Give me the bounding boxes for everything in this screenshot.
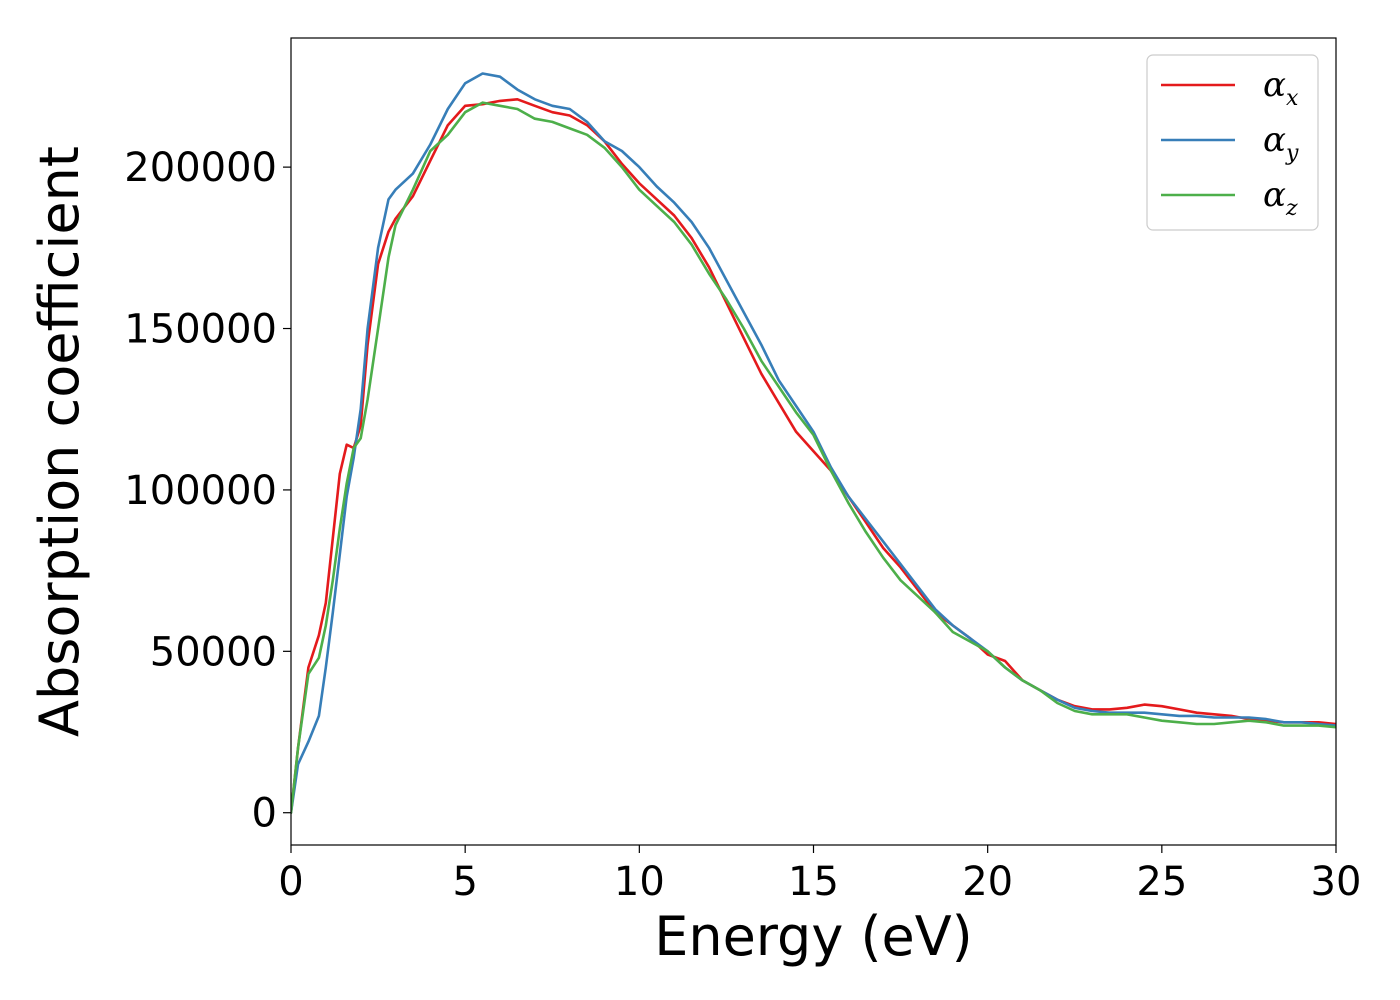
x-tick-label: 25 — [1136, 859, 1187, 905]
legend-label-x: αx — [1263, 65, 1299, 111]
y-tick-label: 0 — [252, 791, 277, 837]
x-axis-label: Energy (eV) — [654, 905, 973, 968]
x-tick-label: 20 — [962, 859, 1013, 905]
y-tick-label: 100000 — [124, 468, 277, 514]
series-line-y — [291, 72, 1336, 814]
series-line-z — [291, 101, 1336, 814]
legend-label-z: αz — [1263, 175, 1298, 221]
x-tick-label: 15 — [788, 859, 839, 905]
x-tick-label: 10 — [614, 859, 665, 905]
legend-label-y: αy — [1263, 120, 1299, 166]
x-tick-label: 0 — [278, 859, 303, 905]
legend: αx αy αz — [1146, 54, 1319, 231]
y-tick-label: 150000 — [124, 307, 277, 353]
y-tick-label: 50000 — [150, 629, 277, 675]
y-axis-label: Absorption coefficient — [28, 146, 91, 737]
x-axis: 0 5 10 15 20 25 30 — [278, 845, 1361, 905]
series-line-x — [291, 98, 1336, 814]
x-tick-label: 30 — [1311, 859, 1362, 905]
y-axis: 0 50000 100000 150000 200000 — [124, 145, 291, 837]
x-tick-label: 5 — [452, 859, 477, 905]
legend-box — [1146, 54, 1319, 231]
series-layer — [291, 72, 1336, 814]
y-tick-label: 200000 — [124, 145, 277, 191]
